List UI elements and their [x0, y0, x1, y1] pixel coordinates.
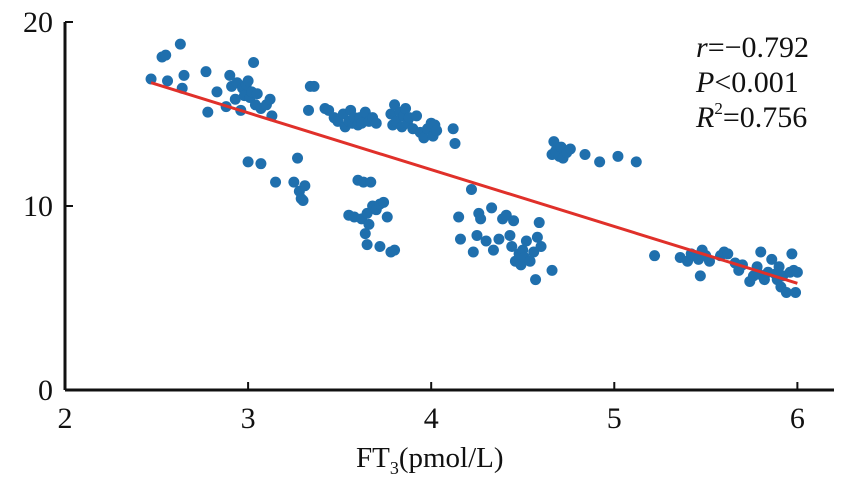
stats-box: r=−0.792 P<0.001 R2=0.756 [696, 30, 809, 139]
data-point [162, 75, 174, 87]
data-point [160, 49, 172, 61]
r2-stat: R2=0.756 [696, 99, 808, 134]
data-point [224, 69, 236, 81]
x-axis-label: FT3(pmol/L) [356, 442, 504, 478]
data-point [579, 148, 591, 160]
data-point [564, 143, 576, 155]
y-tick-label: 10 [23, 190, 53, 223]
data-point [255, 158, 267, 170]
data-point [467, 246, 479, 258]
data-point [248, 56, 260, 68]
data-point [530, 274, 542, 286]
data-point [292, 152, 304, 164]
r-stat: r=−0.792 [696, 31, 810, 64]
data-point [297, 194, 309, 206]
data-point [418, 132, 430, 144]
data-point [535, 240, 547, 252]
data-point [493, 233, 505, 245]
data-point [486, 202, 498, 214]
data-point [612, 150, 624, 162]
data-point [303, 104, 315, 116]
data-point [465, 183, 477, 195]
data-point [533, 217, 545, 229]
data-point [475, 213, 487, 225]
x-tick-label: 2 [58, 402, 73, 435]
p-stat: P<0.001 [696, 66, 799, 99]
data-point [506, 240, 518, 252]
data-point [370, 117, 382, 129]
data-point [431, 125, 443, 137]
data-point [630, 156, 642, 168]
y-tick-label: 20 [23, 6, 53, 39]
data-point [471, 229, 483, 241]
axis-ticks: 2 3 4 5 6 0 10 20 [23, 6, 805, 435]
data-point [363, 218, 375, 230]
data-point [145, 73, 157, 85]
regression-line [150, 81, 798, 285]
data-point [299, 180, 311, 192]
data-point [242, 156, 254, 168]
x-tick-label: 5 [607, 402, 622, 435]
data-point [508, 215, 520, 227]
data-point [270, 176, 282, 188]
y-tick-label: 0 [38, 374, 53, 407]
data-point [378, 196, 390, 208]
data-point [211, 86, 223, 98]
data-point [766, 253, 778, 265]
data-point [524, 255, 536, 267]
data-point [520, 235, 532, 247]
data-point [453, 211, 465, 223]
data-point [780, 286, 792, 298]
data-point [251, 88, 263, 100]
data-point [546, 264, 558, 276]
data-point [264, 93, 276, 105]
data-point [487, 244, 499, 256]
data-point [359, 228, 371, 240]
data-point [649, 250, 661, 262]
data-point [411, 110, 423, 122]
data-point [385, 246, 397, 258]
data-point [790, 286, 802, 298]
data-point [229, 93, 241, 105]
data-point [694, 270, 706, 282]
data-point [174, 38, 186, 50]
data-point [374, 240, 386, 252]
data-point [200, 66, 212, 78]
data-point [202, 106, 214, 118]
data-point [504, 229, 516, 241]
data-point [791, 266, 803, 278]
data-point [178, 69, 190, 81]
data-point [454, 233, 466, 245]
data-point [381, 211, 393, 223]
x-tick-label: 6 [790, 402, 805, 435]
data-point [773, 261, 785, 273]
data-point [755, 246, 767, 258]
x-tick-label: 3 [241, 402, 256, 435]
data-point [447, 123, 459, 135]
x-tick-label: 4 [424, 402, 439, 435]
data-point [722, 248, 734, 260]
data-point [594, 156, 606, 168]
data-point [242, 75, 254, 87]
data-point [786, 248, 798, 260]
data-point [449, 137, 461, 149]
data-point [703, 255, 715, 267]
data-point [365, 176, 377, 188]
data-point [531, 231, 543, 243]
data-point [361, 239, 373, 251]
data-point [400, 102, 412, 114]
data-point [480, 235, 492, 247]
data-point [288, 176, 300, 188]
data-point [308, 80, 320, 92]
